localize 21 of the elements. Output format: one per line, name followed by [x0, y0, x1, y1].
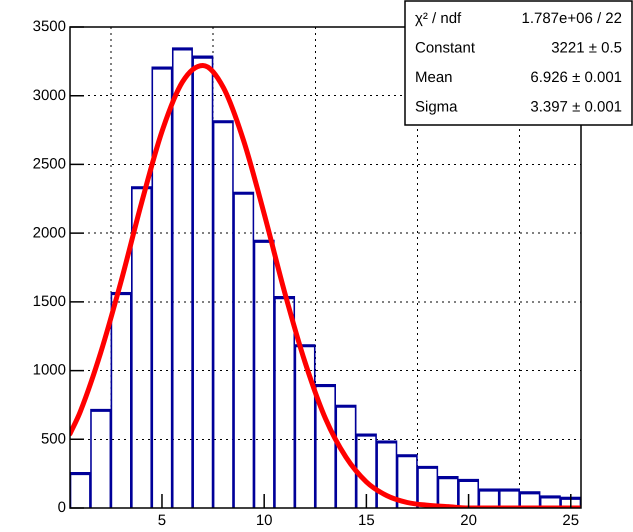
y-tick-label: 2500 — [32, 156, 66, 173]
y-tick-label: 1500 — [32, 293, 66, 310]
annotation: Constant — [415, 40, 476, 57]
y-tick-label: 2000 — [32, 224, 66, 242]
x-tick-label: 25 — [562, 512, 580, 530]
annotation: 6.926 ± 0.001 — [530, 69, 622, 86]
y-tick-label: 3000 — [32, 86, 66, 104]
y-tick-label: 500 — [40, 430, 66, 448]
annotation: Mean — [415, 69, 453, 86]
y-tick-label: 3500 — [32, 18, 66, 36]
x-tick-label: 10 — [256, 512, 273, 530]
annotation: Sigma — [415, 98, 458, 116]
x-tick-label: 20 — [460, 512, 477, 530]
x-tick-label: 15 — [358, 512, 375, 530]
annotation: 3221 ± 0.5 — [551, 40, 622, 57]
annotation: χ² / ndf — [415, 10, 462, 28]
annotation: 3.397 ± 0.001 — [530, 98, 622, 116]
y-tick-label: 0 — [58, 499, 66, 516]
y-tick-label: 1000 — [32, 362, 66, 379]
x-tick-label: 5 — [158, 512, 166, 530]
annotation: 1.787e+06 / 22 — [521, 10, 622, 28]
